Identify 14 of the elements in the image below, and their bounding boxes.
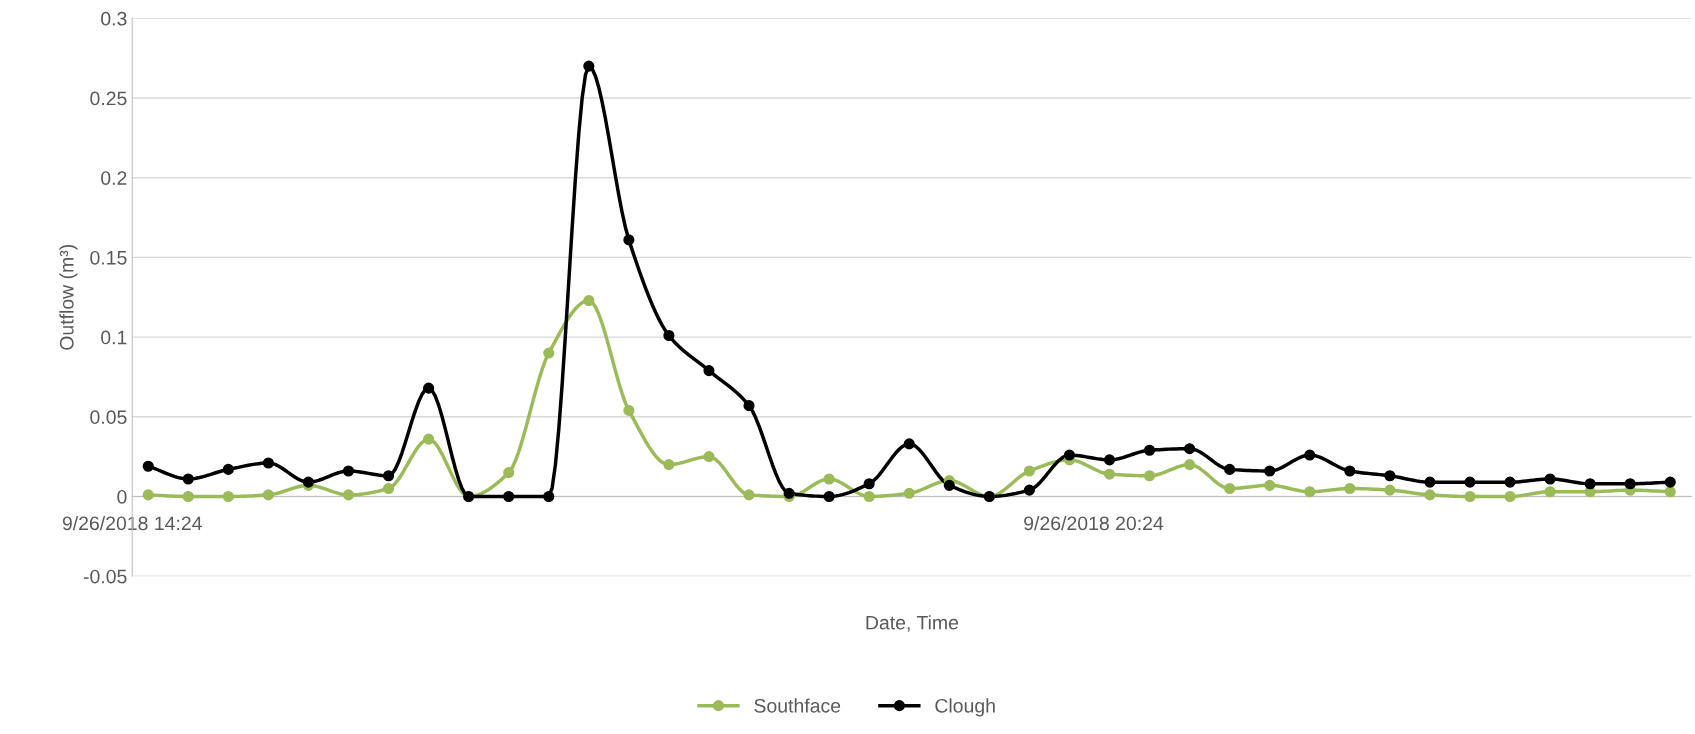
y-tick-label: 0.3 <box>101 11 127 26</box>
y-tick-label: 0 <box>117 489 127 504</box>
y-tick-label: 0.1 <box>101 330 127 345</box>
y-tick-label: 0.05 <box>90 410 127 425</box>
y-axis-title: Outflow (m³) <box>59 245 78 350</box>
legend-label: Southface <box>754 698 841 713</box>
legend-label: Clough <box>935 698 995 717</box>
y-tick-label: -0.05 <box>83 569 127 584</box>
x-axis-title: Date, Time <box>866 615 959 632</box>
y-tick-label: 0.2 <box>101 171 127 185</box>
x-tick-label: 9/26/2018 20:24 <box>1024 515 1164 531</box>
x-tick-label: 9/26/2018 14:24 <box>62 515 202 531</box>
y-tick-label: 0.15 <box>90 250 127 265</box>
y-tick-label: 0.25 <box>90 91 127 106</box>
